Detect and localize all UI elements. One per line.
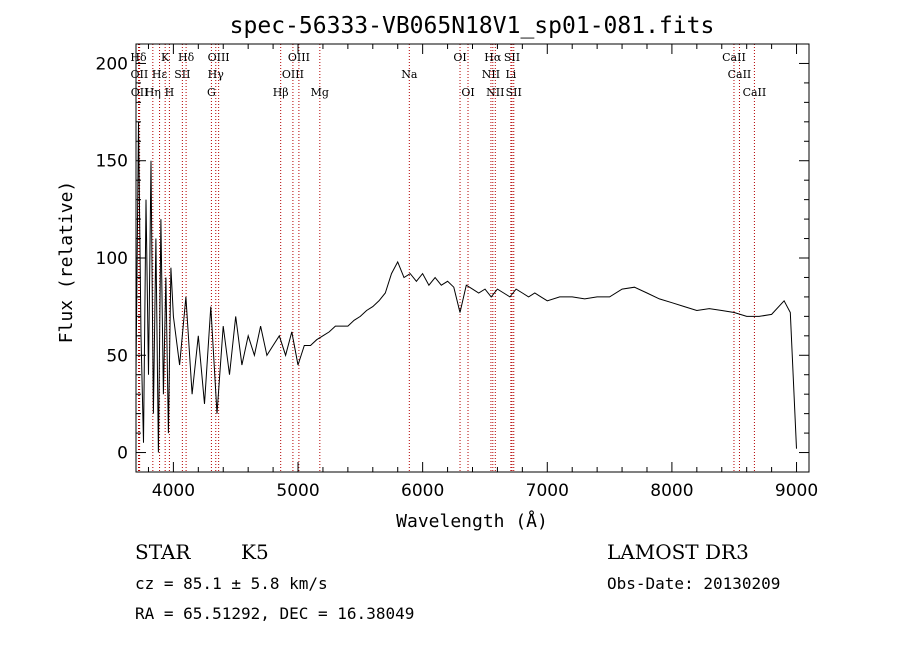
spectral-line-label: OII (131, 86, 149, 99)
spectral-line-label: SII (506, 86, 522, 99)
object-class: STAR (135, 540, 191, 564)
spectral-line-label: NII (486, 86, 504, 99)
spectral-line-label: Hδ (178, 51, 195, 64)
y-tick-label: 100 (96, 249, 128, 269)
flux-series-line (135, 121, 797, 453)
spectral-line-label: Mg (311, 86, 329, 99)
spectral-line-label: Hγ (208, 68, 225, 81)
object-subclass: K5 (241, 540, 269, 564)
redshift-cz: cz = 85.1 ± 5.8 km/s (135, 574, 328, 593)
plot-frame (135, 43, 810, 473)
spectral-line-markers (137, 44, 755, 472)
spectral-line-label: Li (505, 68, 516, 81)
x-tick-label: 8000 (650, 481, 693, 501)
spectral-line-label: CaII (722, 51, 746, 64)
spectral-line-label: Na (401, 68, 418, 81)
spectral-line-label: OI (461, 86, 474, 99)
x-tick-label: 5000 (276, 481, 319, 501)
x-tick-label: 4000 (152, 481, 195, 501)
x-axis-label: Wavelength (Å) (396, 510, 548, 532)
survey-name: LAMOST DR3 (607, 540, 749, 564)
spectral-line-label: CaII (728, 68, 752, 81)
y-tick-label: 150 (96, 152, 128, 172)
spectral-line-label: SII (504, 51, 520, 64)
spectral-line-label: NII (482, 68, 500, 81)
spectral-line-label: OI (453, 51, 466, 64)
x-tick-label: 6000 (401, 481, 444, 501)
spectral-line-label: Hδ (130, 51, 147, 64)
x-tick-label: 7000 (526, 481, 569, 501)
spectral-line-label: OIII (282, 68, 304, 81)
ra-dec: RA = 65.51292, DEC = 16.38049 (135, 604, 415, 623)
y-axis-label: Flux (relative) (56, 181, 77, 344)
spectral-line-label: SII (174, 68, 190, 81)
spectral-line-label: CaII (743, 86, 767, 99)
obs-date: Obs-Date: 20130209 (607, 574, 781, 593)
spectral-line-label: H (165, 86, 175, 99)
y-tick-label: 0 (117, 444, 128, 464)
spectral-line-label: Hα (484, 51, 502, 64)
chart-title: spec-56333-VB065N18V1_sp01-081.fits (230, 13, 715, 39)
spectral-line-label: OII (131, 68, 149, 81)
spectral-line-label: Hη (145, 86, 161, 99)
spectral-line-label: Hβ (273, 86, 289, 99)
spectral-line-label: Hε (152, 68, 168, 81)
axis-ticks: 4000 5000 6000 7000 8000 9000 0 50 100 150 200 (96, 43, 818, 501)
spectral-line-label: G (207, 86, 216, 99)
spectral-line-label: K (161, 51, 170, 64)
y-tick-label: 50 (106, 346, 128, 366)
y-tick-label: 200 (96, 54, 128, 74)
spectral-line-label: OIII (288, 51, 310, 64)
spectral-line-label: OIII (208, 51, 230, 64)
x-tick-label: 9000 (775, 481, 818, 501)
